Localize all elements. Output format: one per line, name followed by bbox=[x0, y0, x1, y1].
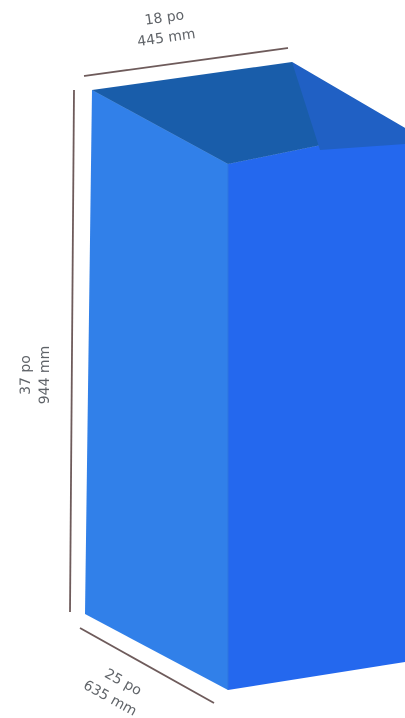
height-imperial-label: 37 po bbox=[18, 355, 34, 395]
width-metric-label: 445 mm bbox=[136, 26, 196, 50]
width-imperial-label: 18 po bbox=[144, 7, 186, 28]
box-side-face bbox=[228, 128, 405, 690]
box-top-opening-inner-right bbox=[292, 62, 405, 150]
height-metric-label: 944 mm bbox=[37, 346, 53, 404]
depth-dimension-line bbox=[79, 627, 215, 704]
width-dimension-line bbox=[83, 47, 289, 77]
box-front-face bbox=[85, 90, 228, 690]
height-dimension-line bbox=[69, 89, 75, 613]
